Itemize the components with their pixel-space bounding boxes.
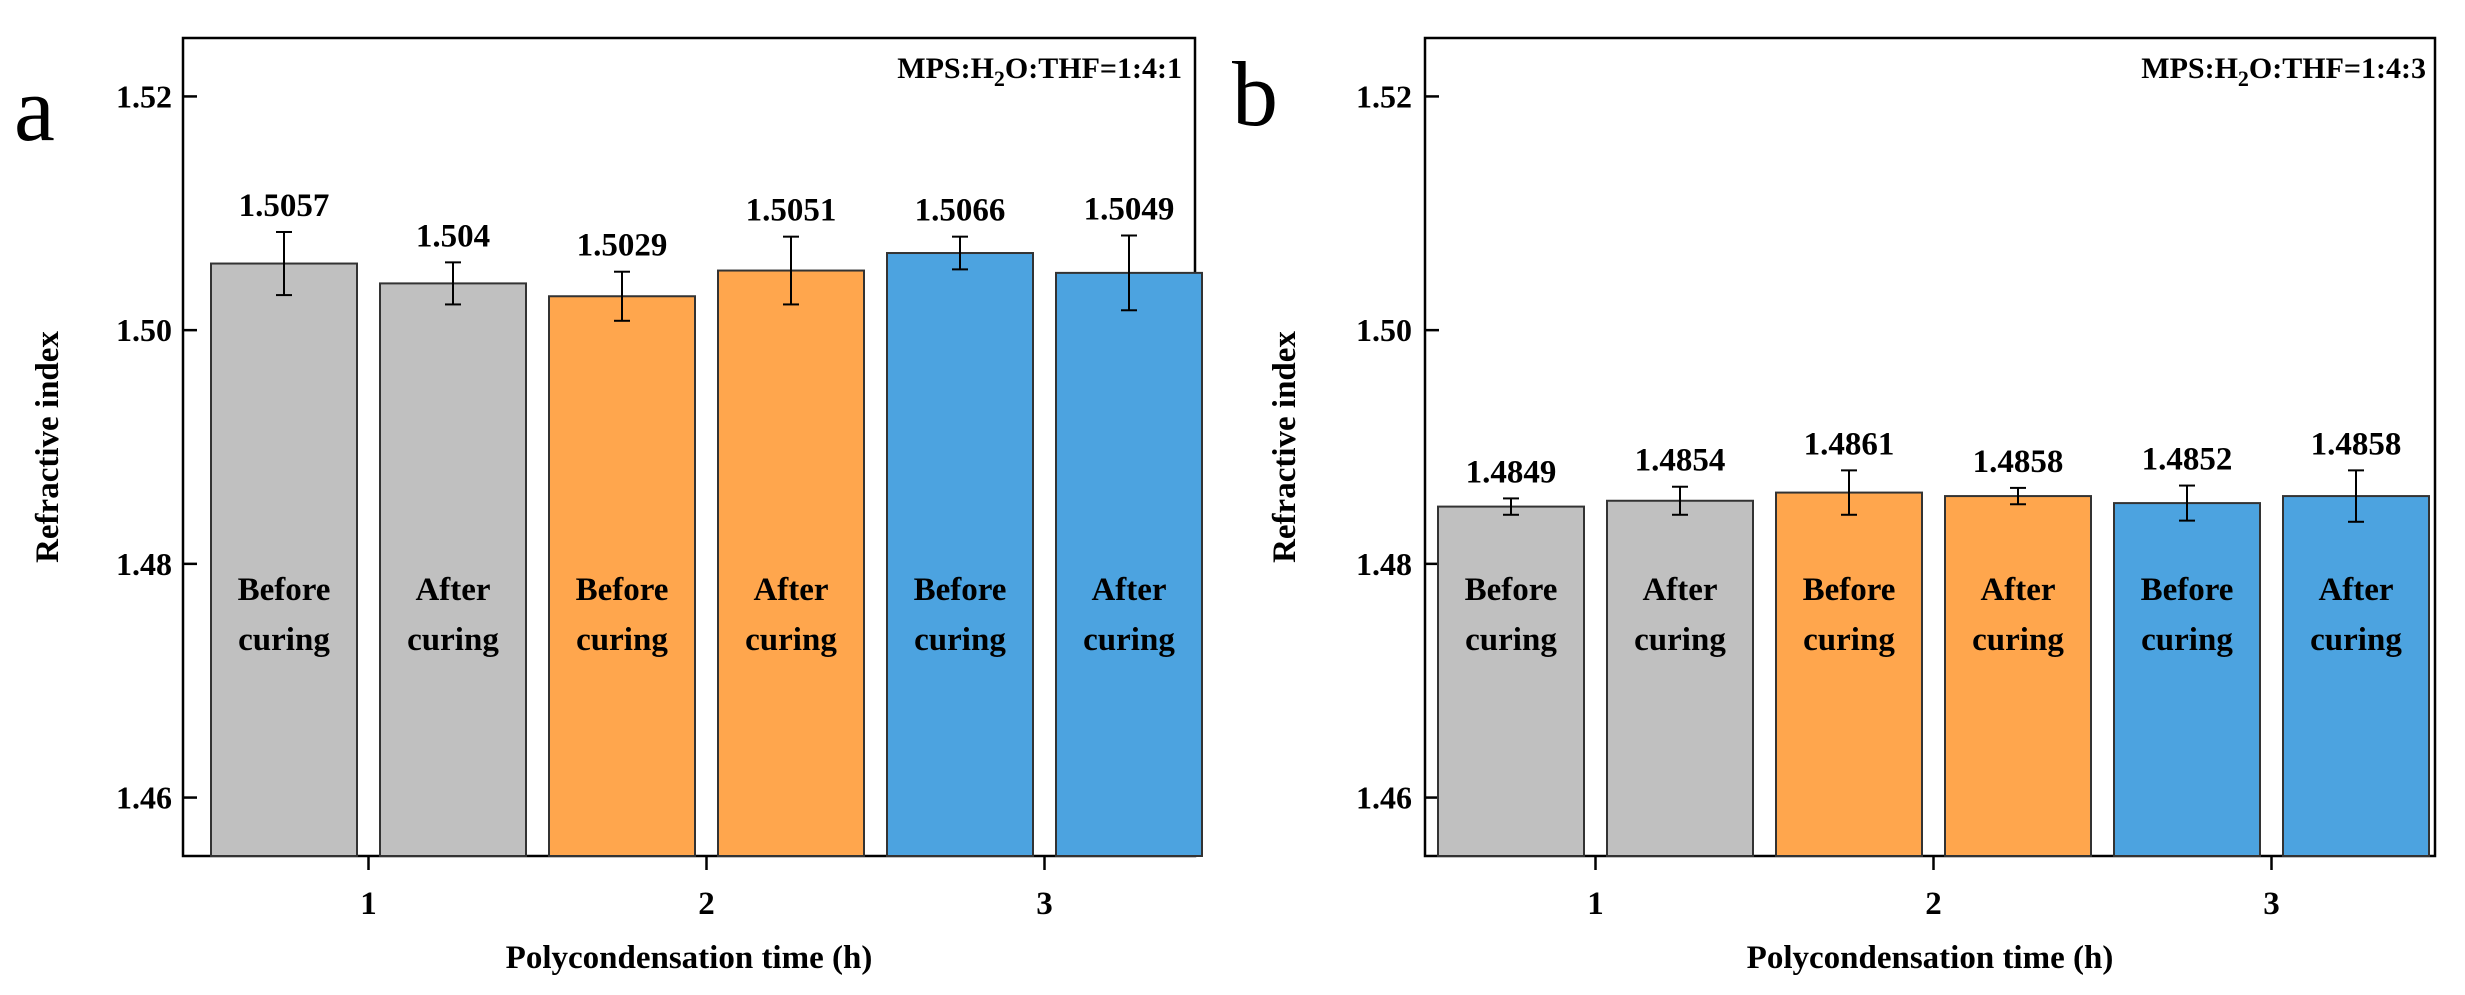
bar-group: 1.5049 After curing	[1055, 191, 1203, 857]
bar	[379, 282, 527, 857]
bar	[210, 262, 358, 857]
bar-label-line-2: curing	[576, 622, 668, 658]
bar-group: 1.4858 After curing	[1944, 444, 2092, 857]
bar	[2282, 495, 2430, 857]
bar	[886, 252, 1034, 857]
data-label: 1.4854	[1635, 443, 1726, 479]
condition-annotation: MPS:H2O:THF=1:4:1	[897, 52, 1182, 91]
bar-label-line-2: curing	[1634, 622, 1726, 658]
bar-group: 1.4854 After curing	[1606, 443, 1754, 857]
bar-group: 1.5057 Before curing	[210, 188, 358, 857]
y-tick-label: 1.50	[1356, 312, 1412, 348]
bar-label-line-1: Before	[914, 572, 1007, 608]
y-tick-label: 1.48	[116, 546, 172, 582]
bar	[717, 269, 865, 857]
bar-group: 1.4861 Before curing	[1775, 426, 1923, 857]
x-tick-label: 2	[698, 886, 715, 922]
data-label: 1.4852	[2142, 442, 2233, 478]
x-axis-label: Polycondensation time (h)	[1747, 940, 2114, 976]
bar-label-line-2: curing	[914, 622, 1006, 658]
chart-panel-b: b 1.46 1.48 1.50 1.52 Refractive index 1.4849 B…	[1232, 36, 2437, 976]
annotation-prefix: MPS:H	[2141, 52, 2238, 85]
bar	[2113, 502, 2261, 857]
data-label: 1.4858	[1973, 444, 2064, 480]
bar-label-line-2: curing	[2141, 622, 2233, 658]
bar-group: 1.4858 After curing	[2282, 426, 2430, 857]
annotation-subscript: 2	[2238, 66, 2249, 91]
x-tick-label: 1	[1587, 886, 1604, 922]
data-label: 1.5066	[915, 193, 1006, 229]
x-axis-label: Polycondensation time (h)	[506, 940, 873, 976]
panel-letter: a	[14, 58, 55, 160]
y-tick-label: 1.52	[116, 78, 172, 114]
annotation-suffix: O:THF=1:4:3	[2249, 52, 2426, 85]
data-label: 1.4858	[2311, 426, 2402, 462]
bar	[1944, 495, 2092, 857]
condition-annotation: MPS:H2O:THF=1:4:3	[2141, 52, 2426, 91]
panel-letter: b	[1232, 43, 1278, 145]
bar-label-line-1: After	[2318, 572, 2393, 608]
bar-label-line-1: Before	[238, 572, 331, 608]
bar	[1775, 491, 1923, 857]
y-tick-label: 1.46	[116, 780, 172, 816]
y-axis-label: Refractive index	[1267, 331, 1303, 563]
y-tick-label: 1.50	[116, 312, 172, 348]
bar	[548, 295, 696, 857]
bar-group: 1.4849 Before curing	[1437, 454, 1585, 857]
data-label: 1.5029	[577, 228, 668, 264]
data-label: 1.5057	[239, 188, 330, 224]
annotation-prefix: MPS:H	[897, 52, 994, 85]
bar-group: 1.5029 Before curing	[548, 228, 696, 857]
y-tick-label: 1.48	[1356, 546, 1412, 582]
bar-label-line-1: After	[1091, 572, 1166, 608]
data-label: 1.4849	[1466, 454, 1557, 490]
bar-group: 1.5051 After curing	[717, 193, 865, 857]
bar-label-line-2: curing	[1972, 622, 2064, 658]
bar-label-line-2: curing	[1083, 622, 1175, 658]
bar-label-line-2: curing	[407, 622, 499, 658]
bar-group: 1.504 After curing	[379, 218, 527, 857]
bar-label-line-1: After	[1642, 572, 1717, 608]
x-tick-label: 2	[1925, 886, 1942, 922]
bar-label-line-2: curing	[238, 622, 330, 658]
data-label: 1.5049	[1084, 191, 1175, 227]
bar-label-line-1: Before	[1465, 572, 1558, 608]
bar	[1437, 505, 1585, 857]
bar-label-line-1: After	[415, 572, 490, 608]
bar-label-line-2: curing	[1803, 622, 1895, 658]
annotation-subscript: 2	[994, 66, 1005, 91]
bar-group: 1.4852 Before curing	[2113, 442, 2261, 857]
x-tick-label: 3	[1036, 886, 1053, 922]
x-tick-label: 1	[360, 886, 377, 922]
chart-panel-a: a 1.46 1.48 1.50 1.52 Refractive index 1.5057 B…	[14, 36, 1203, 976]
data-label: 1.504	[416, 218, 490, 254]
x-tick-label: 3	[2263, 886, 2280, 922]
plot-frame	[1423, 36, 2437, 858]
bar-group: 1.5066 Before curing	[886, 193, 1034, 857]
bar-label-line-2: curing	[2310, 622, 2402, 658]
bar-label-line-1: Before	[2141, 572, 2234, 608]
bar-label-line-1: Before	[576, 572, 669, 608]
bar-label-line-1: After	[753, 572, 828, 608]
data-label: 1.4861	[1804, 426, 1895, 462]
annotation-suffix: O:THF=1:4:1	[1005, 52, 1182, 85]
bar	[1606, 499, 1754, 857]
bar-label-line-1: After	[1980, 572, 2055, 608]
bar-label-line-2: curing	[745, 622, 837, 658]
y-axis-label: Refractive index	[30, 331, 66, 563]
data-label: 1.5051	[746, 193, 837, 229]
y-tick-label: 1.52	[1356, 78, 1412, 114]
y-tick-label: 1.46	[1356, 780, 1412, 816]
bar-label-line-2: curing	[1465, 622, 1557, 658]
bar	[1055, 271, 1203, 857]
bar-label-line-1: Before	[1803, 572, 1896, 608]
